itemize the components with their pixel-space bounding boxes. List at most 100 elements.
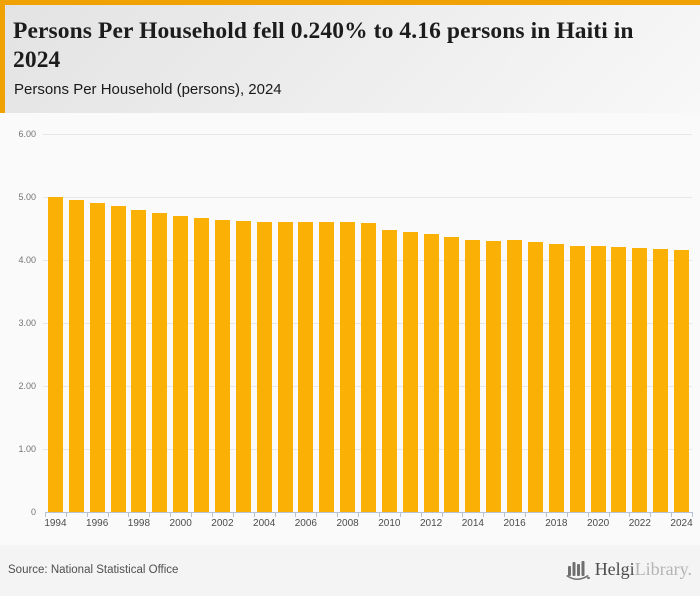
bar-2017[interactable] xyxy=(527,242,543,512)
bar-2007[interactable] xyxy=(319,222,335,512)
logo-text: HelgiLibrary. xyxy=(595,559,692,580)
x-axis-tick xyxy=(337,512,339,517)
x-axis-tick xyxy=(629,512,631,517)
top-accent-strip xyxy=(0,0,700,5)
bar-2012[interactable] xyxy=(423,234,439,512)
x-axis-tick xyxy=(295,512,297,517)
bar-2020[interactable] xyxy=(590,246,606,512)
x-axis-tick xyxy=(462,512,464,517)
bar-2002[interactable] xyxy=(214,220,230,512)
x-axis-label-2016: 2016 xyxy=(503,518,526,529)
x-axis-tick xyxy=(86,512,88,517)
x-axis-tick xyxy=(587,512,589,517)
x-axis-label-2024: 2024 xyxy=(670,518,693,529)
bar-2015[interactable] xyxy=(486,241,502,512)
bar-2023[interactable] xyxy=(653,249,669,512)
bar-1999[interactable] xyxy=(152,213,168,512)
x-axis-tick xyxy=(671,512,673,517)
x-axis-label-2022: 2022 xyxy=(628,518,651,529)
x-axis-tick xyxy=(232,512,234,517)
x-axis-label-1996: 1996 xyxy=(86,518,109,529)
x-axis-label-2008: 2008 xyxy=(336,518,359,529)
bar-2022[interactable] xyxy=(632,248,648,512)
x-axis-label-2006: 2006 xyxy=(294,518,317,529)
bar-2001[interactable] xyxy=(194,218,210,512)
x-axis-tick xyxy=(149,512,151,517)
x-axis-tick xyxy=(211,512,213,517)
x-axis-tick xyxy=(441,512,443,517)
x-axis-tick xyxy=(399,512,401,517)
bar-1996[interactable] xyxy=(89,203,105,512)
bar-1994[interactable] xyxy=(47,197,63,512)
left-accent-strip xyxy=(0,0,5,113)
gridline-y5 xyxy=(43,197,692,198)
bar-2021[interactable] xyxy=(611,247,627,512)
y-axis-label: 6.00 xyxy=(18,129,36,139)
y-axis-label: 3.00 xyxy=(18,318,36,328)
bar-chart-logo-icon xyxy=(565,561,590,580)
bar-2004[interactable] xyxy=(256,222,272,512)
bar-chart-plot: 6.00 5.00 4.00 3.00 2.00 1.00 0 1994 1996 1998 200… xyxy=(0,113,700,545)
footer: Source: National Statistical Office Helg… xyxy=(0,545,700,596)
chart-title: Persons Per Household fell 0.240% to 4.1… xyxy=(13,18,634,73)
bar-1997[interactable] xyxy=(110,206,126,512)
x-axis-tick xyxy=(45,512,46,517)
bar-2003[interactable] xyxy=(235,221,251,512)
x-axis-tick xyxy=(650,512,652,517)
x-axis-label-2014: 2014 xyxy=(461,518,484,529)
bar-2011[interactable] xyxy=(402,232,418,512)
source-text: Source: National Statistical Office xyxy=(8,564,179,576)
y-axis-label: 5.00 xyxy=(18,192,36,202)
x-axis-label-1998: 1998 xyxy=(127,518,151,529)
x-axis-tick xyxy=(274,512,276,517)
bar-2018[interactable] xyxy=(548,244,564,512)
x-axis-label-1994: 1994 xyxy=(44,518,67,529)
x-axis-tick xyxy=(504,512,506,517)
bar-2009[interactable] xyxy=(361,223,376,512)
x-axis-tick xyxy=(483,512,485,517)
x-axis-tick xyxy=(608,512,610,517)
x-axis-tick xyxy=(253,512,255,517)
bar-2013[interactable] xyxy=(444,237,460,512)
bar-2010[interactable] xyxy=(381,230,397,512)
bar-1998[interactable] xyxy=(131,210,147,512)
x-axis-label-2002: 2002 xyxy=(211,518,234,529)
y-axis-label: 0 xyxy=(30,507,36,517)
bar-2000[interactable] xyxy=(173,216,189,512)
bar-1995[interactable] xyxy=(68,200,84,512)
y-axis-label: 2.00 xyxy=(18,381,36,391)
x-axis-tick xyxy=(378,512,380,517)
logo-text-library: Library. xyxy=(634,558,692,579)
x-axis-line xyxy=(45,512,692,513)
x-axis-tick xyxy=(525,512,527,517)
x-axis-tick xyxy=(545,512,547,517)
bar-2008[interactable] xyxy=(340,222,356,512)
x-axis-tick xyxy=(420,512,422,517)
x-axis-label-2012: 2012 xyxy=(419,518,443,529)
x-axis-label-2018: 2018 xyxy=(545,518,568,529)
bar-2016[interactable] xyxy=(507,240,523,512)
chart-area: 6.00 5.00 4.00 3.00 2.00 1.00 0 1994 1996 1998 200… xyxy=(0,113,700,545)
helgilibrary-logo[interactable]: HelgiLibrary. xyxy=(565,557,692,581)
bar-2024[interactable] xyxy=(674,250,690,512)
x-axis-tick xyxy=(566,512,568,517)
x-axis-tick xyxy=(191,512,193,517)
bar-2019[interactable] xyxy=(569,246,585,512)
x-axis-tick xyxy=(358,512,360,517)
x-axis-label-2010: 2010 xyxy=(378,518,401,529)
bar-2005[interactable] xyxy=(277,222,293,512)
x-axis-tick xyxy=(170,512,172,517)
bar-2006[interactable] xyxy=(298,222,314,512)
chart-subtitle: Persons Per Household (persons), 2024 xyxy=(14,81,282,98)
y-axis-label: 1.00 xyxy=(18,444,36,454)
x-axis-label-2000: 2000 xyxy=(169,518,192,529)
x-axis-label-2004: 2004 xyxy=(253,518,276,529)
x-axis-label-2020: 2020 xyxy=(586,518,610,529)
bar-2014[interactable] xyxy=(465,240,481,512)
logo-text-helgi: Helgi xyxy=(594,558,635,579)
gridline-y6 xyxy=(43,134,692,135)
x-axis-tick xyxy=(107,512,109,517)
x-axis-tick xyxy=(692,512,693,517)
header: Persons Per Household fell 0.240% to 4.1… xyxy=(0,0,700,113)
